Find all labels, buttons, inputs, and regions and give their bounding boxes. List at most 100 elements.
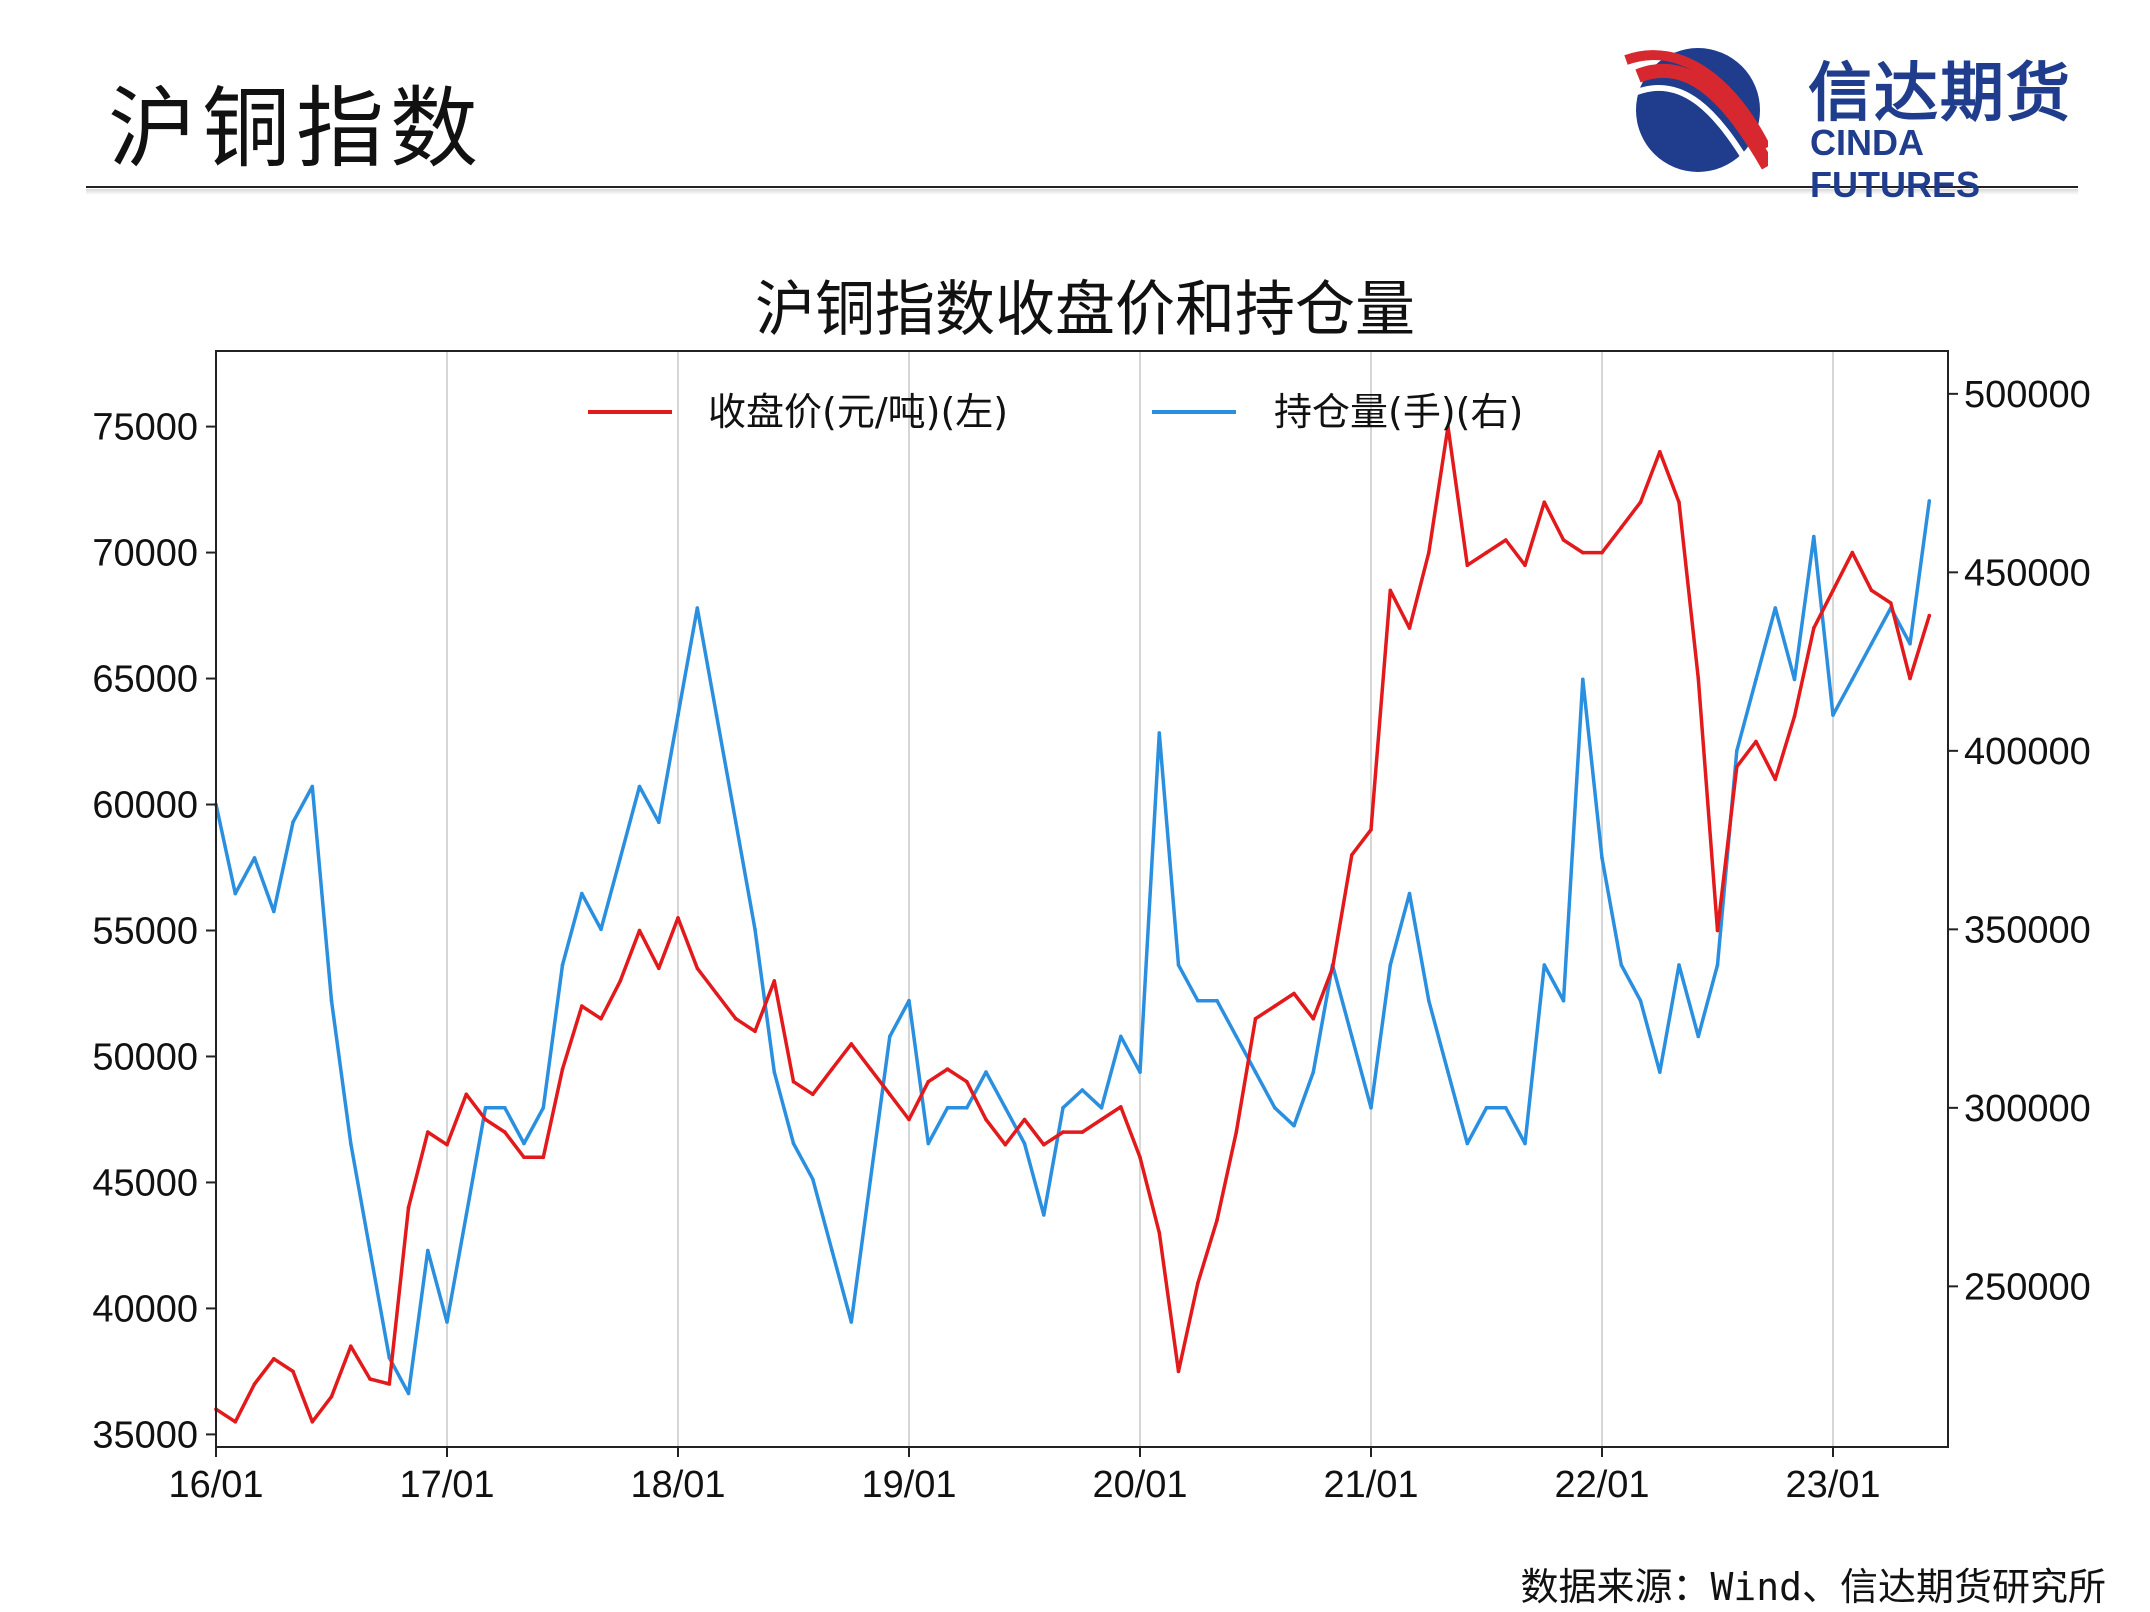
price-point: [464, 1092, 469, 1097]
price-point: [541, 1155, 546, 1160]
price-point: [1619, 525, 1624, 530]
price-point: [1812, 626, 1816, 630]
open-interest-point: [1831, 713, 1835, 717]
y-left-tick-label: 45000: [92, 1162, 198, 1204]
price-point: [888, 1092, 892, 1097]
open-interest-point: [1812, 534, 1816, 539]
price-point: [849, 1042, 854, 1046]
price-point: [1754, 739, 1758, 744]
price-point: [1196, 1281, 1200, 1285]
price-point: [329, 1394, 334, 1399]
open-interest-point: [1600, 856, 1604, 860]
open-interest-point: [1311, 1070, 1316, 1074]
open-interest-point: [1773, 606, 1778, 610]
open-interest-point: [291, 820, 295, 824]
price-point: [753, 1029, 757, 1034]
open-interest-point: [1446, 1070, 1450, 1074]
open-interest-point: [714, 713, 719, 717]
y-left-tick-label: 75000: [92, 407, 198, 449]
open-interest-point: [1677, 963, 1681, 967]
open-interest-point: [945, 1106, 950, 1110]
y-left-tick-label: 70000: [92, 533, 198, 575]
open-interest-point: [1003, 1106, 1008, 1110]
open-interest-point: [791, 1141, 796, 1146]
y-right-tick-label: 450000: [1964, 552, 2091, 594]
price-point: [387, 1382, 392, 1386]
title-divider-shadow: [86, 189, 2078, 195]
price-point: [676, 916, 680, 920]
price-point: [1773, 777, 1778, 782]
price-point: [1273, 1004, 1277, 1008]
legend-label-price: 收盘价(元/吨)(左): [708, 390, 1008, 434]
price-point: [1561, 538, 1566, 542]
open-interest-point: [1658, 1070, 1662, 1074]
open-interest-point: [1042, 1213, 1046, 1217]
price-point: [1696, 676, 1701, 681]
open-interest-point: [1619, 963, 1624, 967]
open-interest-point: [445, 1320, 449, 1324]
price-point: [1850, 550, 1855, 555]
open-interest-line: [214, 500, 1932, 1396]
x-tick-label: 16/01: [168, 1464, 263, 1506]
price-point: [1427, 550, 1431, 555]
open-interest-point: [503, 1106, 507, 1110]
price-point: [560, 1067, 565, 1071]
price-point: [580, 1004, 584, 1008]
price-point: [1889, 601, 1893, 605]
price-point: [618, 979, 623, 983]
price-point: [1234, 1130, 1239, 1134]
open-interest-point: [1735, 749, 1739, 753]
open-interest-point: [1119, 1034, 1123, 1039]
price-point: [233, 1420, 238, 1424]
price-point: [1311, 1016, 1316, 1021]
open-interest-point: [1080, 1088, 1085, 1092]
open-interest-point: [965, 1106, 969, 1110]
price-point: [272, 1357, 276, 1361]
x-tick-label: 18/01: [630, 1464, 725, 1506]
open-interest-point: [734, 820, 738, 824]
open-interest-point: [252, 856, 257, 860]
open-interest-point: [753, 927, 757, 932]
price-point: [1061, 1130, 1065, 1134]
open-interest-point: [1927, 499, 1932, 503]
price-point: [252, 1382, 257, 1386]
open-interest-point: [1388, 963, 1393, 967]
cinda-logo: 信达期货 CINDA FUTURES: [1618, 36, 2078, 205]
chart-title: 沪铜指数收盘价和持仓量: [755, 275, 1415, 345]
open-interest-point: [426, 1248, 430, 1253]
open-interest-point: [1869, 641, 1874, 646]
price-point: [445, 1142, 449, 1147]
open-interest-point: [1215, 998, 1219, 1003]
open-interest-point: [1465, 1141, 1470, 1146]
y-right-tick-label: 400000: [1964, 731, 2091, 773]
open-interest-point: [657, 820, 661, 824]
price-point: [1638, 500, 1643, 505]
open-interest-point: [1427, 998, 1431, 1003]
logo-english-text: CINDA FUTURES: [1810, 122, 1980, 205]
logo-chinese-text: 信达期货: [1808, 57, 2072, 131]
price-point: [406, 1205, 411, 1210]
open-interest-point: [1407, 891, 1412, 896]
price-point: [1003, 1142, 1008, 1147]
price-point: [791, 1079, 796, 1084]
open-interest-point: [1138, 1070, 1142, 1074]
price-line: [215, 424, 1931, 1424]
price-point: [1927, 613, 1932, 618]
price-point: [926, 1079, 931, 1084]
y-left-tick-label: 55000: [92, 910, 198, 952]
title-divider: [86, 186, 2078, 188]
open-interest-point: [984, 1070, 988, 1074]
open-interest-point: [926, 1141, 931, 1146]
x-tick-label: 22/01: [1554, 1464, 1649, 1506]
y-right-tick-label: 500000: [1964, 374, 2091, 416]
data-source-note: 数据来源：Wind、信达期货研究所: [1520, 1565, 2106, 1609]
price-point: [907, 1117, 911, 1122]
open-interest-point: [406, 1391, 411, 1396]
price-point: [734, 1016, 738, 1021]
price-point: [1677, 500, 1681, 505]
open-interest-point: [1022, 1141, 1027, 1146]
y-right-tick-label: 350000: [1964, 909, 2091, 951]
price-point: [1523, 563, 1527, 567]
open-interest-point: [1273, 1106, 1277, 1110]
open-interest-point: [1523, 1141, 1527, 1146]
